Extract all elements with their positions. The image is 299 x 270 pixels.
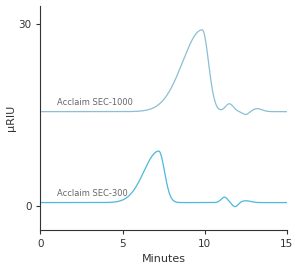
Y-axis label: μRIU: μRIU <box>6 104 16 131</box>
Text: Acclaim SEC-1000: Acclaim SEC-1000 <box>57 98 133 107</box>
X-axis label: Minutes: Minutes <box>142 254 186 264</box>
Text: Acclaim SEC-300: Acclaim SEC-300 <box>57 189 128 198</box>
